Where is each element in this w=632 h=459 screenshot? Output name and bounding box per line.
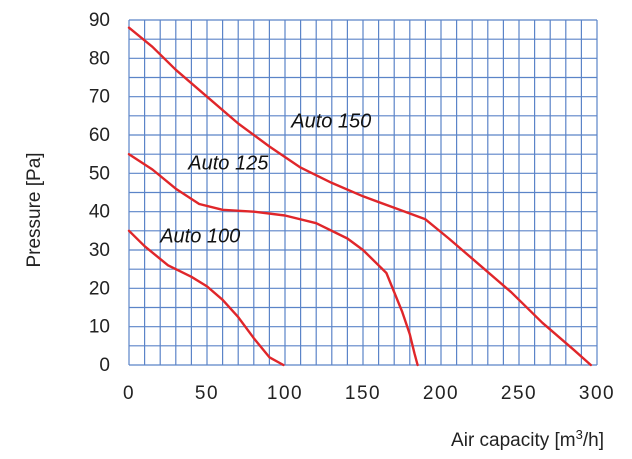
x-axis-title-prefix: Air capacity [m [451, 430, 576, 451]
tick-labels: 0 10 20 30 40 50 60 70 80 90 0 50 100 150 200 250 300 [89, 10, 615, 404]
x-axis-title-superscript: 3 [576, 427, 583, 442]
x-tick-label: 100 [267, 383, 303, 404]
y-tick-label: 60 [89, 125, 110, 146]
y-tick-label: 90 [89, 10, 110, 31]
x-tick-label: 300 [579, 383, 615, 404]
x-tick-label: 250 [501, 383, 537, 404]
series-label-auto-150: Auto 150 [290, 110, 371, 132]
y-tick-label: 10 [89, 317, 110, 338]
grid [128, 19, 598, 366]
y-tick-label: 30 [89, 240, 110, 261]
series-line-auto-125 [127, 152, 419, 367]
x-axis-title-suffix: /h] [583, 430, 604, 451]
series-labels: Auto 100 Auto 125 Auto 150 [159, 110, 371, 247]
x-tick-label: 50 [195, 383, 219, 404]
y-tick-label: 70 [89, 87, 110, 108]
y-tick-label: 40 [89, 202, 110, 223]
y-tick-label: 50 [89, 163, 110, 184]
series-lines [127, 26, 592, 367]
y-tick-label: 20 [89, 278, 110, 299]
series-label-auto-100: Auto 100 [159, 225, 240, 247]
x-tick-label: 150 [345, 383, 381, 404]
x-tick-label: 200 [423, 383, 459, 404]
y-tick-label: 0 [99, 355, 110, 376]
x-axis-title: Air capacity [m3/h] [451, 427, 604, 451]
series-line-auto-100 [127, 229, 285, 367]
series-label-auto-125: Auto 125 [187, 153, 269, 175]
x-tick-label: 0 [123, 383, 135, 404]
y-axis-title: Pressure [Pa] [24, 152, 45, 267]
y-tick-label: 80 [89, 48, 110, 69]
series-line-auto-150 [127, 26, 592, 367]
